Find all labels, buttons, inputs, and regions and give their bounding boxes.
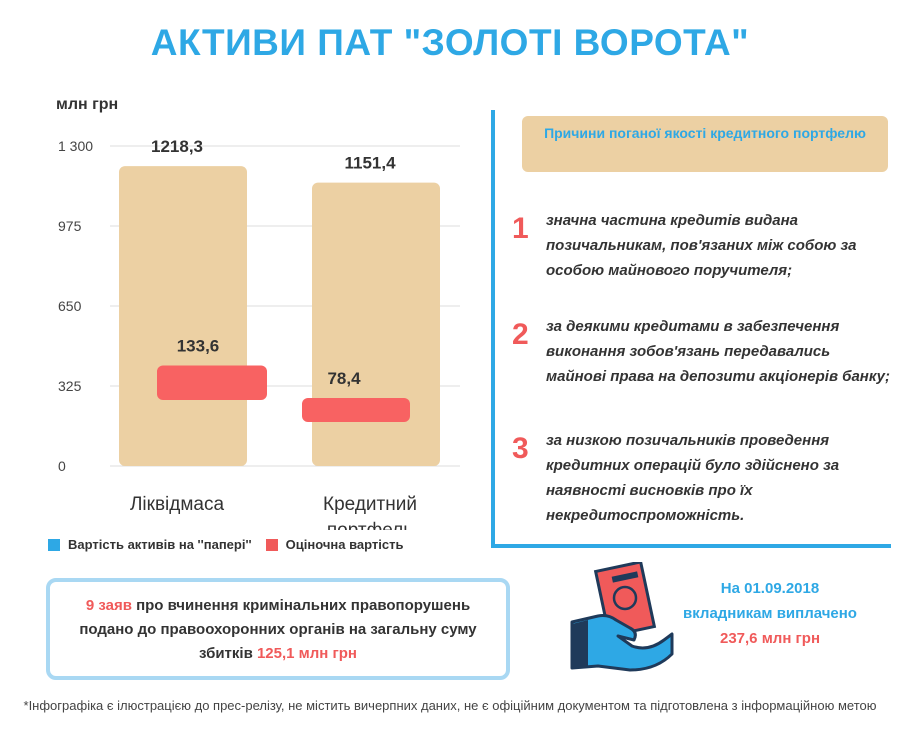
reason-number: 2 [512, 318, 529, 351]
legend-label-paper-value: Вартість активів на ''папері'' [68, 537, 252, 552]
claims-info-box: 9 заяв про вчинення кримінальних правопо… [46, 578, 510, 680]
page-title: АКТИВИ ПАТ "ЗОЛОТІ ВОРОТА" [150, 22, 750, 63]
reasons-header: Причини поганої якості кредитного портфе… [522, 116, 888, 172]
claims-count: 9 заяв [85, 597, 132, 614]
footnote: *Інфографіка є ілюстрацією до прес-реліз… [23, 698, 877, 713]
assets-bar-chart: 0 325 650 975 1 300 1218,3 133,6 Ліквідмаса 1151… [58, 137, 460, 530]
reason-number: 1 [512, 212, 529, 245]
data-label-estimated-value: 78,4 [327, 369, 361, 388]
bar-paper-value [312, 182, 440, 466]
x-category-label: портфель [327, 520, 413, 530]
payout-amount: 237,6 млн грн [719, 630, 821, 647]
y-tick-label: 650 [58, 298, 82, 314]
bar-estimated-value [302, 398, 410, 422]
y-axis-unit-label: млн грн [56, 96, 119, 113]
legend-swatch-estimated-value [265, 538, 278, 551]
data-label-paper-value: 1218,3 [151, 137, 203, 156]
legend-item-estimated-value: Оціночна вартість [265, 537, 404, 552]
data-label-paper-value: 1151,4 [344, 154, 396, 173]
legend-item-paper-value: Вартість активів на ''папері'' [48, 537, 252, 552]
bar-paper-value [119, 166, 247, 466]
data-label-estimated-value: 133,6 [177, 336, 220, 355]
reason-text: значна частина кредитів видана позичальн… [546, 212, 857, 279]
legend-swatch-paper-value [48, 538, 60, 551]
y-tick-label: 975 [58, 218, 82, 234]
payout-info: На 01.09.2018 вкладникам виплачено 237,6… [680, 576, 860, 651]
hand-with-money-icon [570, 562, 674, 672]
legend-label-estimated-value: Оціночна вартість [285, 537, 404, 552]
section-divider-vertical [491, 110, 495, 548]
x-category-label: Ліквідмаса [130, 494, 225, 515]
claims-amount: 125,1 млн грн [256, 645, 357, 662]
reason-number: 3 [512, 432, 529, 465]
y-tick-label: 0 [58, 458, 66, 474]
y-tick-label: 325 [58, 378, 82, 394]
chart-legend: Вартість активів на ''папері'' Оціночна … [48, 537, 417, 552]
claims-text: про вчинення кримінальних правопорушень … [79, 597, 477, 662]
section-divider-horizontal [491, 544, 891, 548]
y-tick-label: 1 300 [58, 138, 93, 154]
payout-text: На 01.09.2018 вкладникам виплачено [683, 580, 857, 622]
x-category-label: Кредитний [323, 494, 417, 515]
bar-estimated-value [157, 365, 267, 400]
reason-text: за деякими кредитами в забезпечення вико… [546, 318, 890, 385]
reason-text: за низкою позичальників проведення креди… [546, 432, 840, 524]
